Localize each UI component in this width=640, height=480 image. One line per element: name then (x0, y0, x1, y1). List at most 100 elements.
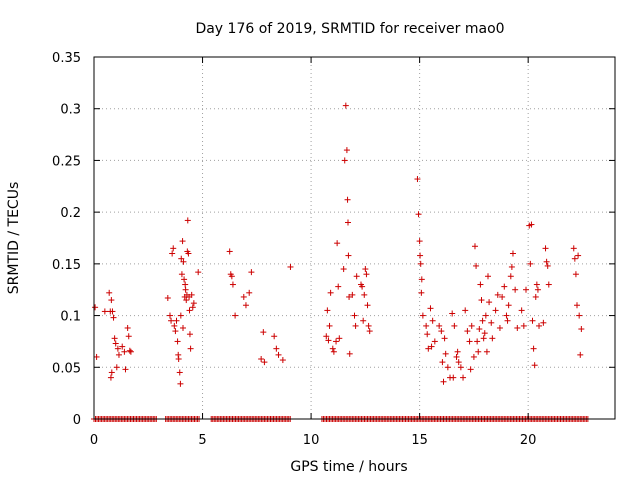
data-point (453, 353, 460, 360)
data-point (455, 359, 462, 366)
data-point (275, 351, 282, 358)
data-point (545, 281, 552, 288)
data-point (438, 328, 445, 335)
data-point (520, 322, 527, 329)
y-tick-label: 0.35 (52, 51, 81, 66)
data-point (186, 331, 193, 338)
data-point (361, 291, 368, 298)
x-tick-label: 15 (411, 433, 428, 448)
data-point (536, 322, 543, 329)
data-point (474, 338, 481, 345)
data-point (475, 348, 482, 355)
data-point (175, 356, 182, 363)
data-point (195, 269, 202, 276)
data-point (171, 322, 178, 329)
data-point (190, 300, 197, 307)
data-point (248, 269, 255, 276)
data-point (427, 305, 434, 312)
data-point (329, 345, 336, 352)
data-point (229, 281, 236, 288)
data-point (449, 310, 456, 317)
data-point (363, 271, 370, 278)
data-point (468, 322, 475, 329)
data-point (419, 312, 426, 319)
data-point (359, 283, 366, 290)
data-point (279, 357, 286, 364)
data-point (181, 276, 188, 283)
grid (94, 57, 615, 419)
data-point (101, 308, 108, 315)
data-point (429, 317, 436, 324)
data-point (188, 291, 195, 298)
data-point (527, 260, 534, 267)
data-point (107, 374, 114, 381)
data-point (509, 250, 516, 257)
data-point (488, 319, 495, 326)
data-point (486, 299, 493, 306)
data-point (503, 312, 510, 319)
data-point (114, 345, 121, 352)
data-point (246, 289, 253, 296)
data-point (425, 345, 432, 352)
data-point (414, 176, 421, 183)
data-point (530, 345, 537, 352)
data-point (485, 273, 492, 280)
data-point (499, 293, 506, 300)
data-point (240, 293, 247, 300)
y-tick-label: 0.1 (60, 310, 81, 325)
x-tick-label: 0 (90, 433, 98, 448)
data-point (121, 348, 128, 355)
data-point (365, 322, 372, 329)
data-point (183, 297, 190, 304)
data-point (578, 326, 585, 333)
y-tick-label: 0.05 (52, 361, 81, 376)
data-point (532, 293, 539, 300)
data-point (273, 345, 280, 352)
data-point (418, 289, 425, 296)
data-point (119, 343, 126, 350)
data-point (271, 333, 278, 340)
data-point (325, 337, 332, 344)
data-point (460, 374, 467, 381)
data-point (428, 343, 435, 350)
data-point (360, 317, 367, 324)
data-point (364, 302, 371, 309)
data-point (261, 359, 268, 366)
data-point (531, 362, 538, 369)
data-point (481, 330, 488, 337)
data-point (113, 364, 120, 371)
data-point (180, 324, 187, 331)
data-point (470, 353, 477, 360)
data-point (260, 329, 267, 336)
data-point (186, 307, 193, 314)
data-point (576, 312, 583, 319)
data-point (473, 262, 480, 269)
data-point (173, 317, 180, 324)
data-point (353, 273, 360, 280)
data-point (109, 308, 116, 315)
data-point (577, 351, 584, 358)
data-point (180, 258, 187, 265)
data-point (232, 312, 239, 319)
chart-title: Day 176 of 2019, SRMTID for receiver mao… (195, 21, 504, 37)
data-point (457, 364, 464, 371)
data-point (344, 219, 351, 226)
data-point (570, 245, 577, 252)
data-point (112, 340, 119, 347)
data-point (330, 348, 337, 355)
data-point (343, 147, 350, 154)
data-point (346, 293, 353, 300)
data-point (166, 312, 173, 319)
data-point (92, 304, 99, 311)
data-point (440, 378, 447, 385)
data-point (544, 262, 551, 269)
data-point (324, 307, 331, 314)
data-point (341, 157, 348, 164)
data-point (176, 369, 183, 376)
data-point (110, 314, 117, 321)
data-point (185, 250, 192, 257)
data-point (424, 331, 431, 338)
data-point (177, 312, 184, 319)
data-point (529, 317, 536, 324)
